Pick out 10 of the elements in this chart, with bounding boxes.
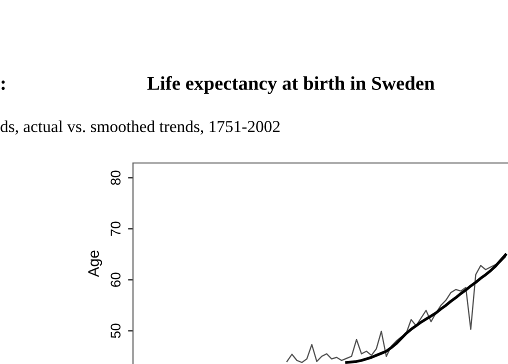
text: :: [2, 80, 5, 90]
y-tick-label: 60: [110, 272, 121, 287]
line-series: [286, 256, 506, 364]
line-series: [345, 253, 507, 364]
y-tick-label: 70: [110, 222, 121, 236]
y-tick-label: 50: [110, 324, 121, 338]
chart-title: Life expectancy at birth in Sweden: [147, 76, 435, 94]
y-axis-title: Age: [88, 250, 102, 278]
chart-subtitle: ds, actual vs. smoothed trends, 1751-2002: [0, 120, 280, 135]
y-tick-label: 80: [110, 170, 121, 185]
